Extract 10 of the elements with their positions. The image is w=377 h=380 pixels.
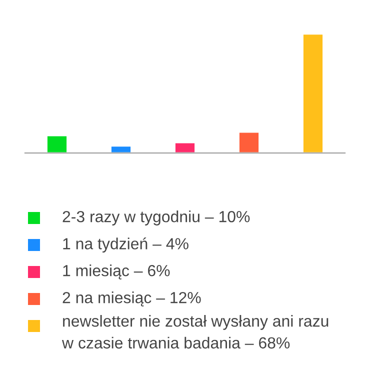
bar: [238, 131, 260, 153]
bar: [46, 134, 68, 153]
bar: [110, 145, 132, 153]
text: 1 na tydzień – 4%: [63, 237, 188, 253]
text: 2-3 razy w tygodniu – 10%: [62, 210, 250, 226]
text: 2 na miesiąc – 12%: [62, 292, 201, 306]
text: 1 miesiąc – 6%: [63, 264, 170, 280]
bar: [302, 33, 324, 153]
text: newsletter nie został wysłany ani razu w czasie trwania badania – 68%: [62, 315, 328, 349]
bar: [174, 142, 196, 153]
